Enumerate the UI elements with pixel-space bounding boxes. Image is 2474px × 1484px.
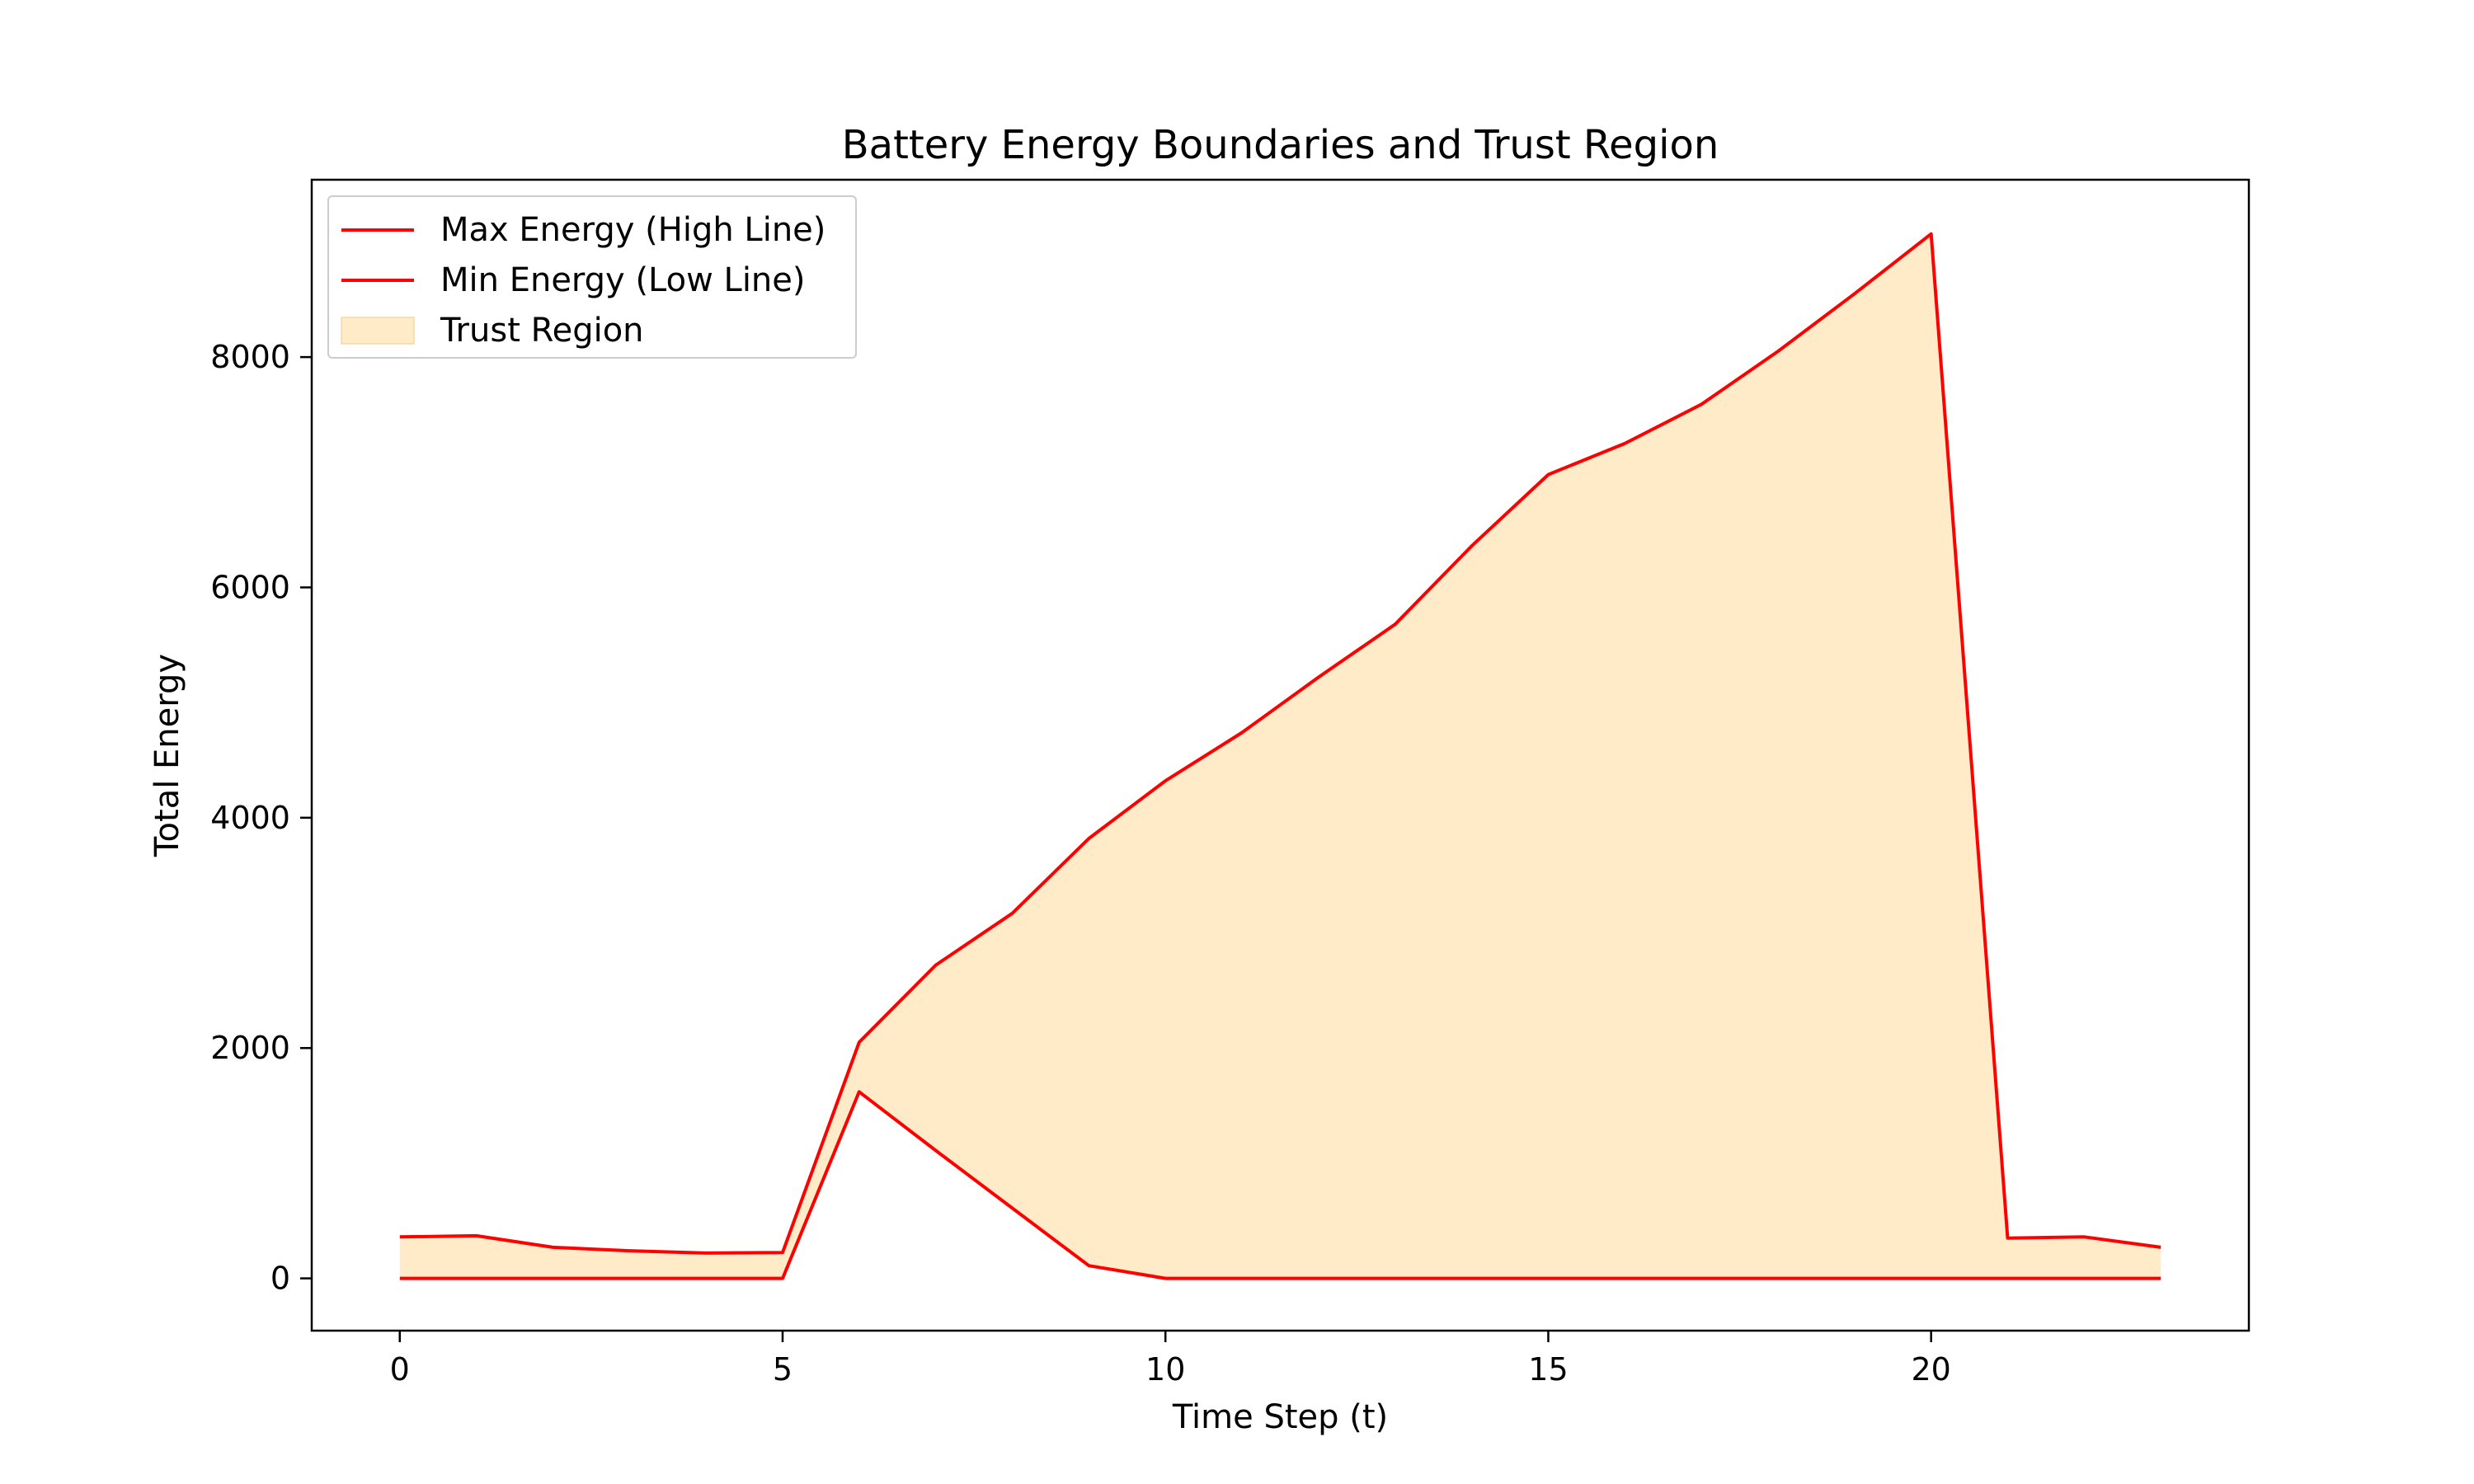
trust-region-layer (399, 233, 2161, 1279)
x-tick-label-5: 5 (773, 1351, 793, 1388)
legend-swatch-trust-region (341, 317, 415, 345)
chart-title: Battery Energy Boundaries and Trust Regi… (842, 122, 1719, 168)
plot-frame (310, 178, 2251, 1332)
trust-region-area (399, 233, 2161, 1279)
legend-label-max-energy: Max Energy (High Line) (440, 211, 825, 249)
x-tick-label-15: 15 (1528, 1351, 1568, 1388)
y-tick-label-4000: 4000 (210, 800, 290, 836)
y-tick-label-8000: 8000 (210, 339, 290, 375)
y-axis: 0 2000 4000 6000 8000 (210, 339, 312, 1297)
legend-label-trust-region: Trust Region (440, 312, 644, 350)
legend-label-min-energy: Min Energy (Low Line) (440, 261, 806, 299)
y-tick-label-6000: 6000 (210, 569, 290, 605)
y-axis-label: Total Energy (148, 654, 186, 857)
legend: Max Energy (High Line) Min Energy (Low L… (327, 195, 857, 359)
x-tick-label-0: 0 (390, 1351, 410, 1388)
legend-box (327, 195, 857, 359)
min-energy-line (399, 1090, 2161, 1280)
y-tick-label-0: 0 (270, 1261, 290, 1297)
x-axis-label: Time Step (t) (1172, 1398, 1388, 1436)
max-energy-line (399, 232, 2161, 1255)
x-axis: 0 5 10 15 20 (390, 1331, 1951, 1388)
y-tick-label-2000: 2000 (210, 1030, 290, 1066)
x-tick-label-20: 20 (1912, 1351, 1951, 1388)
x-tick-label-10: 10 (1145, 1351, 1185, 1388)
series-lines-layer (399, 232, 2161, 1280)
